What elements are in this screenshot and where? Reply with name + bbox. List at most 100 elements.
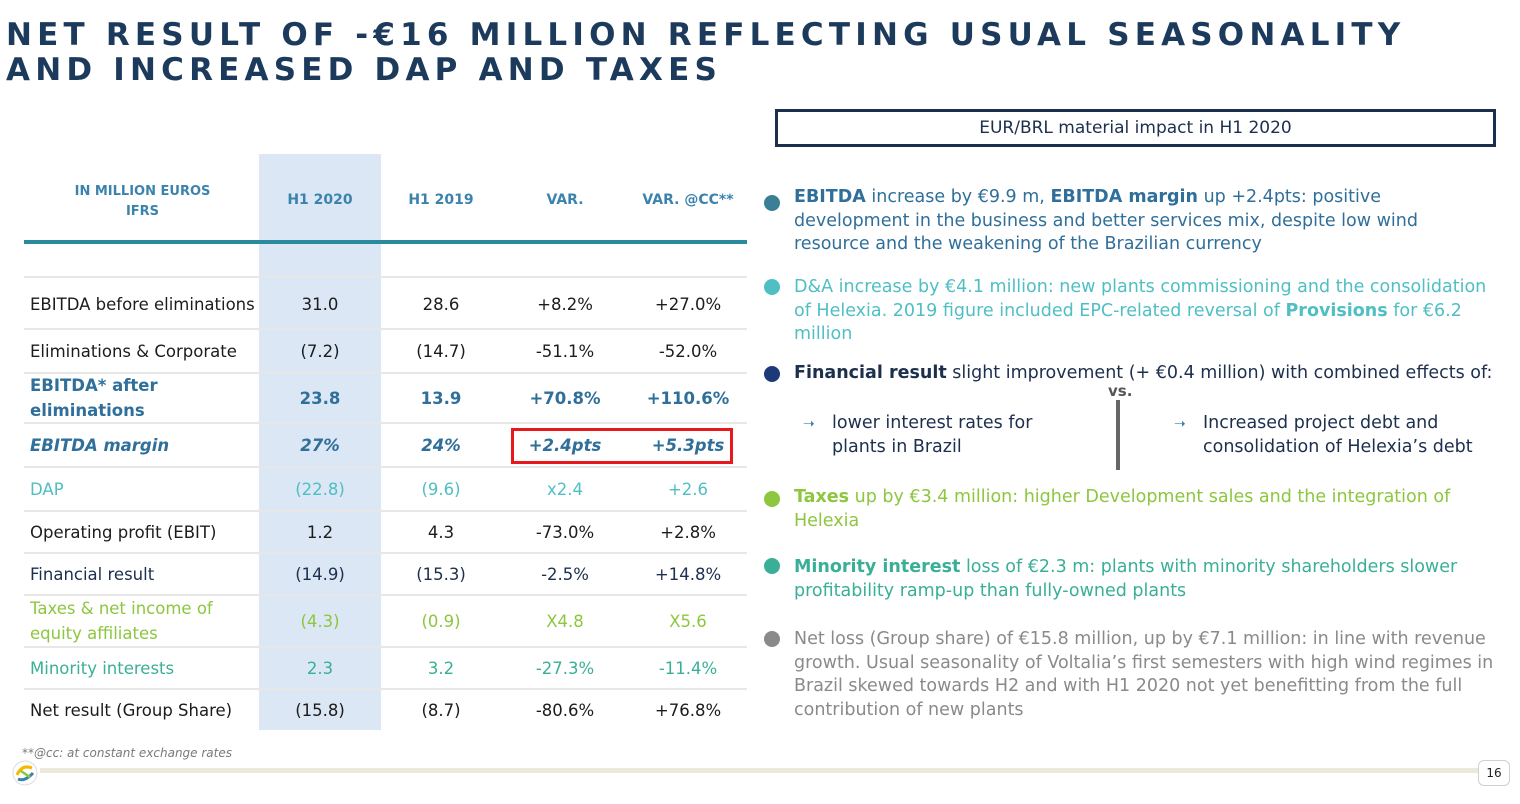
cell-var-cc: X5.6: [669, 611, 707, 631]
bullet-text-part: slight improvement (+ €0.4 million) with…: [946, 363, 1493, 383]
cell-var-cc: +2.8%: [660, 522, 716, 542]
cell-var-cc: +14.8%: [654, 564, 722, 584]
table-row: Financial result (14.9) (15.3) -2.5% +14…: [24, 554, 747, 596]
cell-var: -27.3%: [535, 658, 595, 678]
bullet-text: EBITDA increase by €9.9 m, EBITDA margin…: [794, 186, 1494, 257]
bullet-keyword: Financial result: [794, 363, 947, 383]
cell-h1-2020: (22.8): [295, 479, 345, 499]
cell-var: -80.6%: [535, 700, 595, 720]
bullet-text-part: up +2.4pts: positive development in the …: [794, 187, 1418, 254]
table-row: EBITDA margin 27% 24% +2.4pts +5.3pts: [24, 424, 747, 468]
table-header-unit-line2: IFRS: [125, 204, 160, 219]
cell-var-cc: +5.3pts: [651, 435, 725, 455]
cell-var-cc: -11.4%: [658, 658, 718, 678]
bullet-dot: [764, 631, 780, 647]
bullet-text-part: D&A increase by €4.1 million: new plants…: [794, 277, 1487, 321]
arrow-right-icon: ➝: [803, 416, 815, 432]
column-header-h1-2020: H1 2020: [287, 192, 353, 208]
bullet-text: Net loss (Group share) of €15.8 million,…: [794, 628, 1494, 722]
arrow-right-icon: ➝: [1174, 416, 1186, 432]
header-divider: [24, 240, 747, 244]
row-label: EBITDA* after eliminations: [30, 376, 158, 420]
row-label: EBITDA before eliminations: [30, 294, 255, 314]
column-header-var: VAR.: [546, 192, 584, 208]
cell-h1-2019: 3.2: [427, 658, 455, 678]
row-label: Operating profit (EBIT): [30, 522, 217, 542]
table-header-unit-line1: IN MILLION EUROS: [74, 184, 211, 199]
cell-h1-2020: 2.3: [306, 658, 334, 678]
bullet-dot: [764, 279, 780, 295]
bullet-keyword: EBITDA: [794, 187, 866, 207]
cell-h1-2019: (15.3): [416, 564, 466, 584]
row-label: Net result (Group Share): [30, 700, 233, 720]
row-label: EBITDA margin: [30, 435, 170, 455]
ebitda-margin-highlight-box: [511, 428, 733, 464]
cell-h1-2020: (7.2): [300, 341, 340, 361]
bullet-keyword: Taxes: [794, 487, 850, 507]
bullet-keyword: EBITDA margin: [1050, 187, 1198, 207]
table-header-unit: IN MILLION EUROS IFRS: [60, 182, 225, 222]
cell-var: -73.0%: [535, 522, 595, 542]
cell-h1-2020: 23.8: [299, 388, 341, 408]
cell-var: -2.5%: [541, 564, 589, 584]
cell-var-cc: +76.8%: [654, 700, 722, 720]
cell-h1-2019: 24%: [421, 435, 461, 455]
bullet-text: Minority interest loss of €2.3 m: plants…: [794, 556, 1494, 603]
cell-h1-2019: 13.9: [420, 388, 462, 408]
bullet-text-part: increase by €9.9 m,: [865, 187, 1051, 207]
cell-var: +2.4pts: [528, 435, 602, 455]
cell-var-cc: +110.6%: [646, 388, 730, 408]
table-row: EBITDA* after eliminations 23.8 13.9 +70…: [24, 374, 747, 424]
cell-h1-2020: (15.8): [295, 700, 345, 720]
cell-h1-2019: (0.9): [421, 611, 461, 631]
bullet-dot: [764, 491, 780, 507]
column-header-var-cc: VAR. @CC**: [642, 192, 734, 208]
table-spacer-row: [24, 244, 747, 278]
table-row: Taxes & net income of equity affiliates …: [24, 596, 747, 648]
sub-point-left: lower interest rates for plants in Brazi…: [832, 413, 1033, 457]
bullet-keyword: Minority interest: [794, 557, 961, 577]
cell-h1-2020: 1.2: [306, 522, 334, 542]
bullet-dot: [764, 558, 780, 574]
bullet-text-part: Net loss (Group share) of €15.8 million,…: [794, 629, 1494, 720]
cell-h1-2019: (14.7): [416, 341, 466, 361]
cell-h1-2019: (8.7): [421, 700, 461, 720]
table-row: Minority interests 2.3 3.2 -27.3% -11.4%: [24, 648, 747, 690]
bullet-keyword: Provisions: [1285, 300, 1388, 321]
cell-var: x2.4: [546, 479, 583, 499]
page-title: NET RESULT OF -€16 MILLION REFLECTING US…: [6, 17, 1406, 88]
sub-point-right: Increased project debt and consolidation…: [1203, 413, 1473, 457]
table-row: EBITDA before eliminations 31.0 28.6 +8.…: [24, 280, 747, 330]
table-row: Net result (Group Share) (15.8) (8.7) -8…: [24, 690, 747, 730]
h1-2020-column-highlight: [259, 154, 381, 730]
eur-brl-impact-box: EUR/BRL material impact in H1 2020: [775, 109, 1496, 147]
bullet-dot: [764, 366, 780, 382]
bullet-text: Financial result slight improvement (+ €…: [794, 362, 1494, 386]
bullet-text: Taxes up by €3.4 million: higher Develop…: [794, 486, 1494, 533]
page-number: 16: [1478, 760, 1510, 786]
row-label: Eliminations & Corporate: [30, 341, 237, 361]
bullet-dot: [764, 195, 780, 211]
bullet-text-part: for €6.2 million: [794, 300, 1462, 345]
table-row: DAP (22.8) (9.6) x2.4 +2.6: [24, 468, 747, 512]
cell-h1-2020: (4.3): [300, 611, 340, 631]
cell-var-cc: +27.0%: [654, 294, 722, 314]
cell-var-cc: +2.6: [667, 479, 709, 499]
row-label: DAP: [30, 479, 64, 499]
bullet-text-part: up by €3.4 million: higher Development s…: [794, 487, 1451, 531]
cell-var: X4.8: [546, 611, 584, 631]
cell-h1-2020: 31.0: [301, 294, 339, 314]
voltalia-logo-icon: [12, 760, 38, 786]
table-row: Eliminations & Corporate (7.2) (14.7) -5…: [24, 330, 747, 374]
table-footnote: **@cc: at constant exchange rates: [22, 746, 232, 760]
cell-h1-2020: 27%: [300, 435, 340, 455]
cell-var: +70.8%: [529, 388, 601, 408]
bullet-text: D&A increase by €4.1 million: new plants…: [794, 276, 1494, 347]
cell-h1-2019: 4.3: [427, 522, 455, 542]
cell-h1-2020: (14.9): [295, 564, 345, 584]
column-header-h1-2019: H1 2019: [408, 192, 474, 208]
row-label: Taxes & net income of equity affiliates: [30, 599, 213, 643]
vs-label: vs.: [1108, 382, 1133, 400]
bullet-text-part: loss of €2.3 m: plants with minority sha…: [794, 557, 1458, 601]
cell-var: -51.1%: [535, 341, 595, 361]
